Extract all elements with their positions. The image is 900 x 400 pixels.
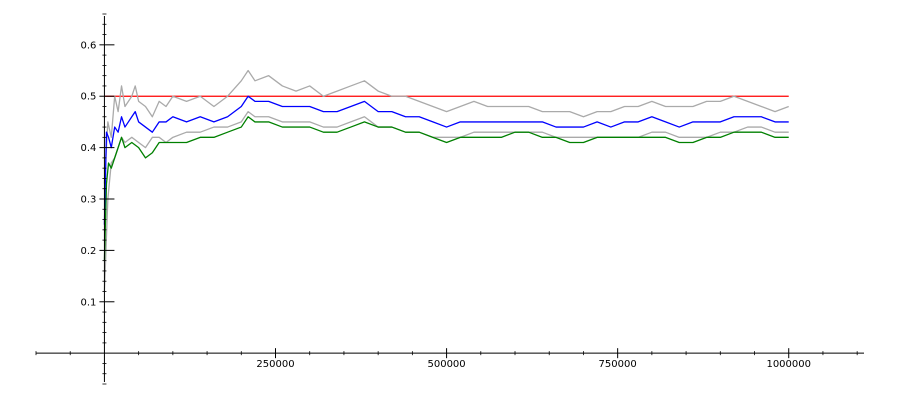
series-layer	[103, 69, 789, 292]
axes-layer	[35, 13, 864, 385]
lower-bound-series	[103, 110, 789, 292]
x-tick-label: 250000	[256, 359, 294, 370]
blue-series	[103, 95, 789, 225]
y-tick-label: 0.4	[81, 143, 97, 154]
labels-layer: 250000 500000 750000 1000000 0.1 0.2 0.3 0.4 0.5…	[81, 40, 811, 370]
y-tick-label: 0.6	[81, 40, 97, 51]
y-tick-label: 0.2	[81, 246, 97, 257]
y-tick-label: 0.1	[81, 297, 97, 308]
upper-bound-series	[103, 69, 789, 184]
y-tick-label: 0.5	[81, 92, 97, 103]
green-series	[103, 116, 789, 261]
x-tick-label: 750000	[599, 359, 637, 370]
y-tick-label: 0.3	[81, 195, 97, 206]
x-tick-label: 1000000	[766, 359, 811, 370]
x-tick-label: 500000	[427, 359, 465, 370]
